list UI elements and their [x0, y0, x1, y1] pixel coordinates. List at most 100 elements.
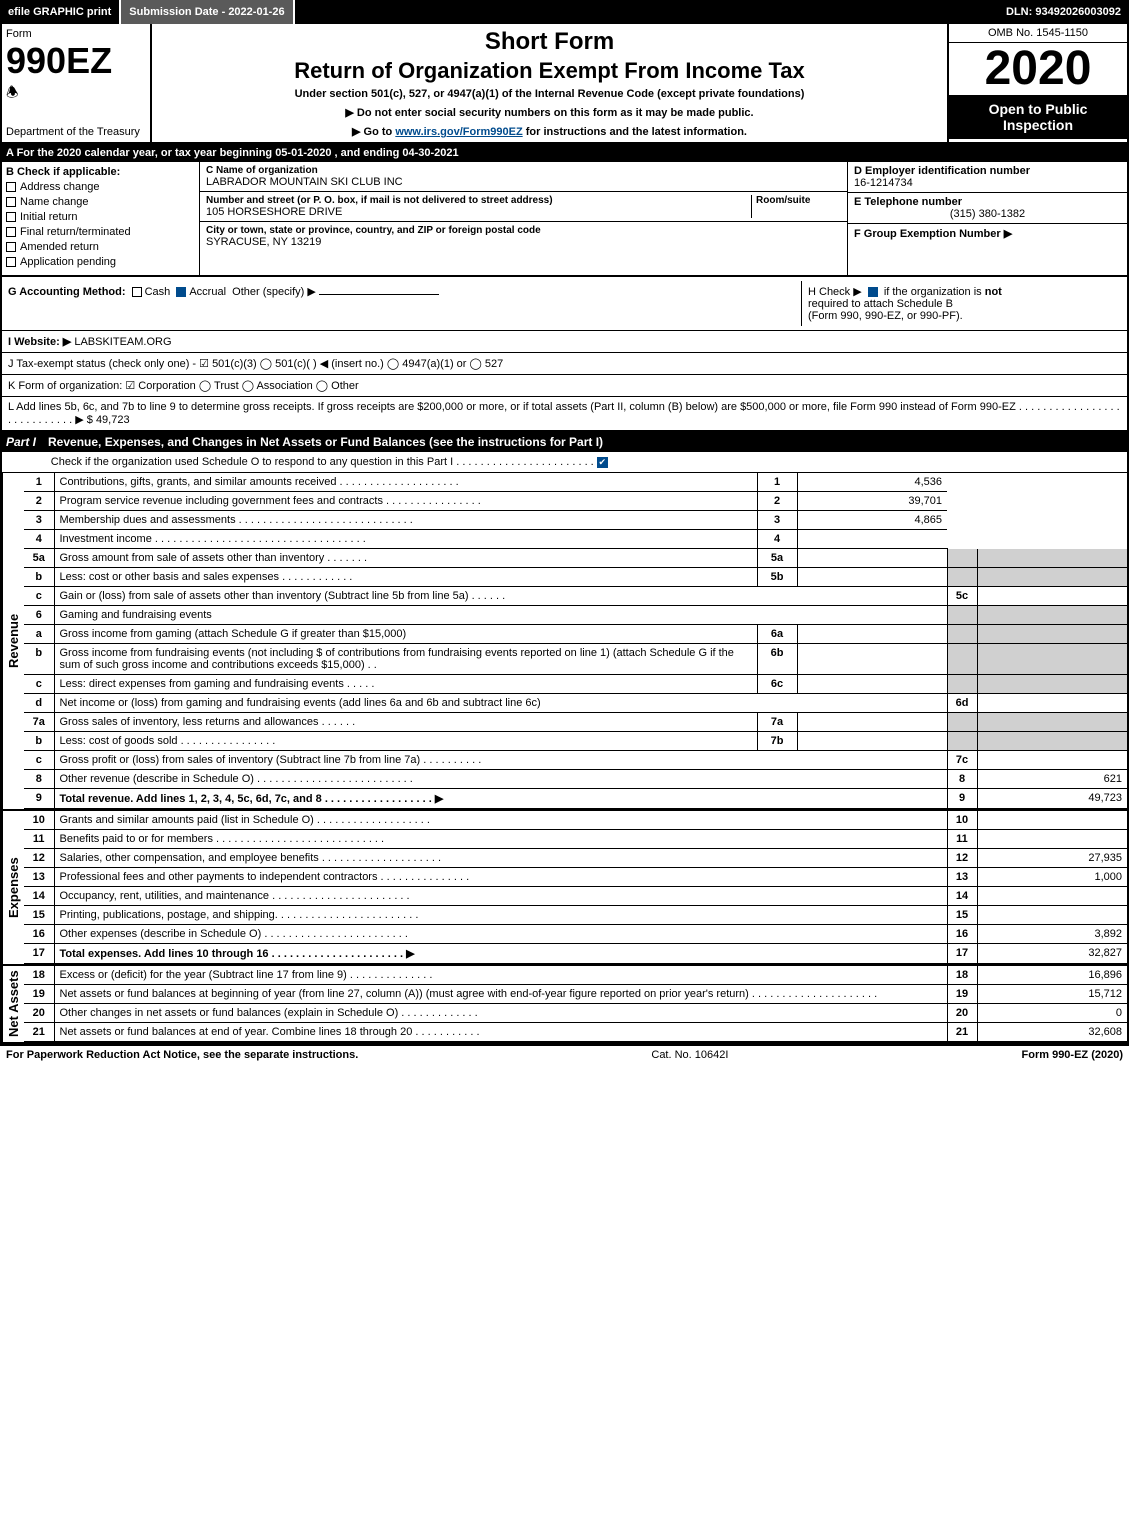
omb-number: OMB No. 1545-1150 — [949, 24, 1127, 43]
part1-title: Revenue, Expenses, and Changes in Net As… — [48, 435, 1123, 449]
open-to-public: Open to Public — [953, 101, 1123, 117]
topbar-spacer — [295, 0, 998, 24]
subtitle: Under section 501(c), 527, or 4947(a)(1)… — [156, 88, 943, 100]
instr-goto: ▶ Go to www.irs.gov/Form990EZ for instru… — [156, 125, 943, 138]
ein: 16-1214734 — [854, 177, 1121, 189]
line-13: 13Professional fees and other payments t… — [24, 868, 1127, 887]
line-10: 10Grants and similar amounts paid (list … — [24, 811, 1127, 830]
line-1: 1Contributions, gifts, grants, and simil… — [24, 473, 1127, 492]
dln: DLN: 93492026003092 — [998, 0, 1129, 24]
g-accrual-checkbox[interactable] — [176, 287, 186, 297]
department: Department of the Treasury — [6, 126, 146, 138]
line-5b: bLess: cost or other basis and sales exp… — [24, 568, 1127, 587]
org-city: SYRACUSE, NY 13219 — [206, 236, 841, 248]
check-initial-return[interactable]: Initial return — [6, 211, 195, 223]
row-k: K Form of organization: ☑ Corporation ◯ … — [0, 375, 1129, 397]
k-text: K Form of organization: ☑ Corporation ◯ … — [8, 380, 359, 392]
check-amended-return[interactable]: Amended return — [6, 241, 195, 253]
row-g-h: G Accounting Method: Cash Accrual Other … — [0, 277, 1129, 331]
inspection: Inspection — [953, 117, 1123, 133]
g-cash-checkbox[interactable] — [132, 287, 142, 297]
line-5a: 5aGross amount from sale of assets other… — [24, 549, 1127, 568]
line-11: 11Benefits paid to or for members . . . … — [24, 830, 1127, 849]
instr-no-ssn: ▶ Do not enter social security numbers o… — [156, 106, 943, 119]
line-5c: cGain or (loss) from sale of assets othe… — [24, 587, 1127, 606]
row-j: J Tax-exempt status (check only one) - ☑… — [0, 353, 1129, 375]
line-16: 16Other expenses (describe in Schedule O… — [24, 925, 1127, 944]
instr-goto-pre: ▶ Go to — [352, 126, 395, 138]
org-name: LABRADOR MOUNTAIN SKI CLUB INC — [206, 176, 841, 188]
form-number: 990EZ — [6, 40, 146, 82]
l-amount: 49,723 — [96, 414, 130, 426]
line-18: 18Excess or (deficit) for the year (Subt… — [24, 966, 1127, 985]
check-application-pending[interactable]: Application pending — [6, 256, 195, 268]
tax-year: 2020 — [949, 43, 1127, 95]
title-short-form: Short Form — [156, 28, 943, 56]
line-4: 4Investment income . . . . . . . . . . .… — [24, 530, 1127, 549]
line-6c: cLess: direct expenses from gaming and f… — [24, 675, 1127, 694]
title-return: Return of Organization Exempt From Incom… — [156, 58, 943, 84]
g-accrual: Accrual — [189, 286, 226, 298]
i-label: I Website: ▶ — [8, 336, 71, 348]
line-20: 20Other changes in net assets or fund ba… — [24, 1004, 1127, 1023]
net-assets-section: Net Assets 18Excess or (deficit) for the… — [0, 964, 1129, 1044]
line-6a: aGross income from gaming (attach Schedu… — [24, 625, 1127, 644]
revenue-section: Revenue 1Contributions, gifts, grants, a… — [0, 473, 1129, 809]
h-box: H Check ▶ if the organization is not req… — [801, 281, 1121, 326]
submission-date: Submission Date - 2022-01-26 — [121, 0, 294, 24]
footer-left: For Paperwork Reduction Act Notice, see … — [6, 1049, 358, 1061]
part1-check-line: Check if the organization used Schedule … — [0, 452, 1129, 473]
footer-right: Form 990-EZ (2020) — [1022, 1049, 1123, 1061]
net-assets-label: Net Assets — [2, 966, 24, 1042]
d-label: D Employer identification number — [854, 165, 1121, 177]
part1-schedule-o-checkbox[interactable]: ✔ — [597, 457, 608, 468]
org-address: 105 HORSESHORE DRIVE — [206, 206, 751, 218]
efile-print[interactable]: efile GRAPHIC print — [0, 0, 121, 24]
g-cash: Cash — [145, 286, 171, 298]
line-15: 15Printing, publications, postage, and s… — [24, 906, 1127, 925]
line-12: 12Salaries, other compensation, and empl… — [24, 849, 1127, 868]
form-word: Form — [6, 28, 146, 40]
part1-header: Part I Revenue, Expenses, and Changes in… — [0, 432, 1129, 452]
g-other: Other (specify) ▶ — [232, 286, 316, 298]
form-header: Form 990EZ 🕭 Department of the Treasury … — [0, 24, 1129, 144]
e-label: E Telephone number — [854, 196, 1121, 208]
page-footer: For Paperwork Reduction Act Notice, see … — [0, 1044, 1129, 1064]
irs-link[interactable]: www.irs.gov/Form990EZ — [395, 126, 522, 138]
line-6d: dNet income or (loss) from gaming and fu… — [24, 694, 1127, 713]
line-7a: 7aGross sales of inventory, less returns… — [24, 713, 1127, 732]
line-7c: cGross profit or (loss) from sales of in… — [24, 751, 1127, 770]
section-b: B Check if applicable: Address change Na… — [0, 162, 1129, 277]
line-8: 8Other revenue (describe in Schedule O) … — [24, 770, 1127, 789]
line-9: 9Total revenue. Add lines 1, 2, 3, 4, 5c… — [24, 789, 1127, 809]
line-17: 17Total expenses. Add lines 10 through 1… — [24, 944, 1127, 964]
revenue-label: Revenue — [2, 473, 24, 809]
row-i: I Website: ▶ LABSKITEAM.ORG — [0, 331, 1129, 353]
check-address-change[interactable]: Address change — [6, 181, 195, 193]
c-label: C Name of organization — [206, 165, 841, 176]
line-6b: bGross income from fundraising events (n… — [24, 644, 1127, 675]
line-7b: bLess: cost of goods sold . . . . . . . … — [24, 732, 1127, 751]
line-2: 2Program service revenue including gover… — [24, 492, 1127, 511]
expenses-section: Expenses 10Grants and similar amounts pa… — [0, 809, 1129, 964]
city-label: City or town, state or province, country… — [206, 225, 841, 236]
line-6: 6Gaming and fundraising events — [24, 606, 1127, 625]
line-14: 14Occupancy, rent, utilities, and mainte… — [24, 887, 1127, 906]
website[interactable]: LABSKITEAM.ORG — [74, 336, 171, 348]
line-3: 3Membership dues and assessments . . . .… — [24, 511, 1127, 530]
top-bar: efile GRAPHIC print Submission Date - 20… — [0, 0, 1129, 24]
h-checkbox[interactable] — [868, 287, 878, 297]
line-21: 21Net assets or fund balances at end of … — [24, 1023, 1127, 1042]
room-label: Room/suite — [756, 195, 841, 206]
check-final-return[interactable]: Final return/terminated — [6, 226, 195, 238]
addr-label: Number and street (or P. O. box, if mail… — [206, 195, 751, 206]
check-heading: B Check if applicable: — [6, 166, 195, 178]
instr-goto-post: for instructions and the latest informat… — [523, 126, 747, 138]
part1-label: Part I — [6, 435, 48, 449]
check-name-change[interactable]: Name change — [6, 196, 195, 208]
line-19: 19Net assets or fund balances at beginni… — [24, 985, 1127, 1004]
g-label: G Accounting Method: — [8, 286, 126, 298]
footer-mid: Cat. No. 10642I — [651, 1049, 728, 1061]
j-text: J Tax-exempt status (check only one) - ☑… — [8, 358, 503, 370]
help-icons[interactable]: 🕭 — [6, 82, 146, 106]
